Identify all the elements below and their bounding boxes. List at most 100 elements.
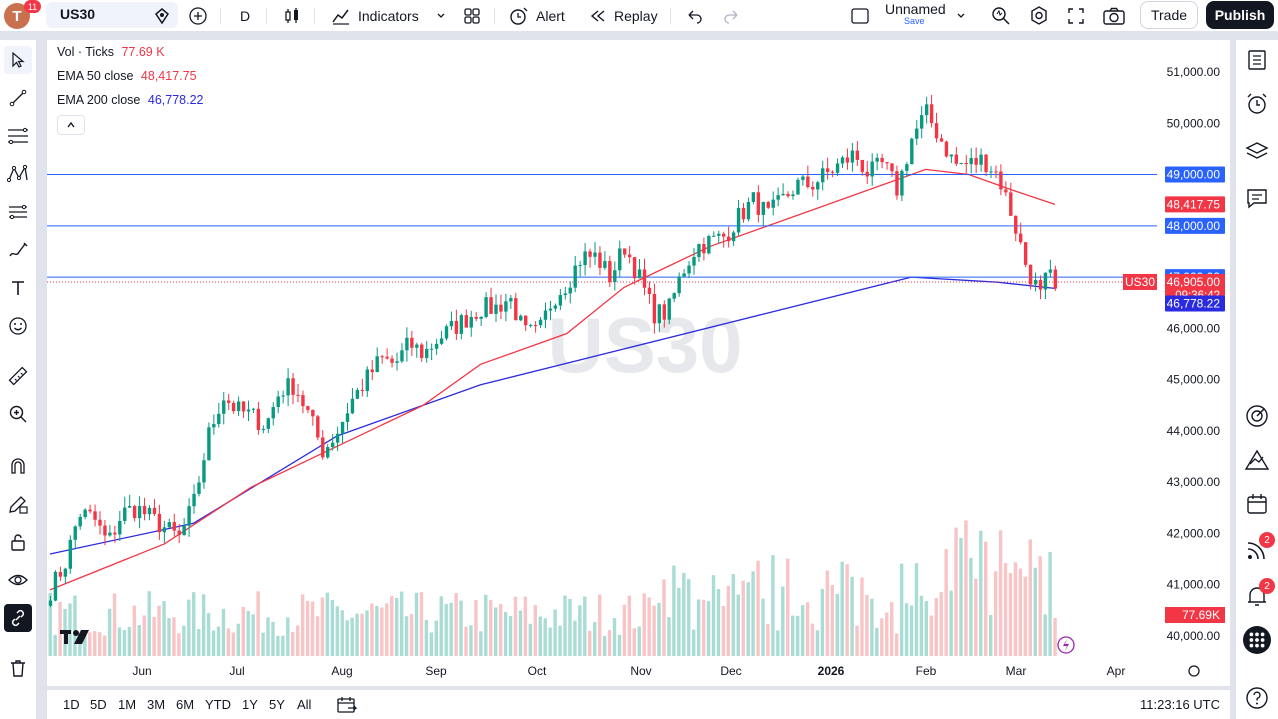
volume-bar	[201, 594, 206, 656]
volume-bar	[1038, 556, 1042, 656]
brush-icon[interactable]	[4, 236, 32, 264]
range-1d[interactable]: 1D	[63, 697, 80, 712]
range-all[interactable]: All	[297, 697, 312, 712]
volume-bar	[949, 590, 953, 656]
candle-body	[1023, 242, 1028, 265]
settings-icon[interactable]	[1028, 0, 1050, 32]
candle-body	[692, 257, 696, 266]
candle-body	[494, 304, 498, 314]
ema200-legend[interactable]: EMA 200 close 46,778.22	[57, 93, 203, 107]
trade-button[interactable]: Trade	[1140, 1, 1198, 29]
volume-bar	[236, 623, 240, 656]
range-5y[interactable]: 5Y	[269, 697, 285, 712]
magnet-icon[interactable]	[4, 452, 32, 480]
chevron-down-icon[interactable]	[436, 0, 446, 32]
candle-body	[578, 265, 582, 267]
calendar-icon[interactable]	[1243, 490, 1271, 518]
layout-checkbox-icon[interactable]	[850, 0, 870, 32]
candle-body	[756, 192, 761, 215]
redo-icon[interactable]	[722, 0, 742, 32]
ema50-legend[interactable]: EMA 50 close 48,417.75	[57, 69, 197, 83]
range-5d[interactable]: 5D	[90, 697, 107, 712]
target-icon[interactable]	[1243, 402, 1271, 430]
candle-body	[835, 163, 840, 173]
bell-icon[interactable]	[1243, 582, 1271, 610]
quick-search-icon[interactable]	[990, 0, 1012, 32]
chevron-down-icon[interactable]	[956, 0, 966, 32]
volume-bar	[281, 635, 285, 656]
pattern-icon[interactable]	[4, 160, 32, 188]
alert-button[interactable]: Alert	[508, 0, 565, 32]
layout-name[interactable]: Unnamed	[885, 1, 946, 17]
help-icon[interactable]	[1243, 684, 1271, 712]
symbol-tag-box	[1123, 273, 1157, 290]
add-symbol-icon[interactable]	[188, 0, 208, 32]
range-ytd[interactable]: YTD	[205, 697, 231, 712]
range-1y[interactable]: 1Y	[242, 697, 258, 712]
candle-body	[147, 507, 152, 515]
ideas-icon[interactable]	[1243, 446, 1271, 474]
candle-body	[811, 186, 815, 190]
lock-icon[interactable]	[4, 528, 32, 556]
date-range-icon[interactable]	[336, 695, 358, 718]
projection-icon[interactable]	[4, 198, 32, 226]
volume-bar	[98, 632, 102, 656]
volume-bar	[919, 595, 924, 656]
volume-bar	[246, 610, 250, 656]
volume-bar	[786, 558, 790, 656]
streams-icon[interactable]	[1243, 536, 1271, 564]
volume-bar	[360, 613, 364, 656]
volume-bar	[989, 615, 993, 656]
chart-panel[interactable]: US30 Jun Jul Aug Sep Oct Nov Dec 2026 Feb Mar Apr 51…	[47, 40, 1230, 686]
ruler-icon[interactable]	[4, 362, 32, 390]
camera-icon[interactable]	[1102, 0, 1126, 32]
eye-icon[interactable]	[4, 566, 32, 594]
volume-bar	[1033, 567, 1037, 656]
publish-button[interactable]: Publish	[1206, 1, 1274, 29]
collapse-legend-button[interactable]	[57, 115, 85, 135]
trash-icon[interactable]	[4, 654, 32, 682]
watchlist-icon[interactable]	[1243, 46, 1271, 74]
emoji-icon[interactable]	[4, 312, 32, 340]
apps-grid-icon[interactable]	[1243, 626, 1271, 654]
zoom-in-icon[interactable]	[4, 400, 32, 428]
cursor-icon[interactable]	[4, 46, 32, 74]
candle-body	[588, 251, 592, 257]
text-icon[interactable]	[4, 274, 32, 302]
chart-canvas[interactable]: US30 Jun Jul Aug Sep Oct Nov Dec 2026 Feb Mar Apr 51…	[47, 40, 1230, 686]
undo-icon[interactable]	[684, 0, 704, 32]
utc-clock[interactable]: 11:23:16 UTC	[1140, 697, 1220, 712]
layers-icon[interactable]	[1243, 137, 1271, 165]
alarm-clock-icon[interactable]	[1243, 90, 1271, 118]
candle-body	[548, 308, 553, 311]
volume-legend[interactable]: Vol · Ticks 77.69 K	[57, 45, 165, 59]
volume-bar	[607, 630, 612, 656]
indicators-button[interactable]: Indicators	[330, 0, 419, 32]
link-icon[interactable]	[4, 604, 32, 632]
pencil-lock-icon[interactable]	[4, 490, 32, 518]
chat-icon[interactable]	[1243, 184, 1271, 212]
volume-bar	[701, 599, 706, 656]
candles-icon[interactable]	[282, 0, 302, 32]
range-6m[interactable]: 6M	[176, 697, 195, 712]
range-1m[interactable]: 1M	[118, 697, 137, 712]
trend-line-icon[interactable]	[4, 84, 32, 112]
interval-button[interactable]: D	[240, 8, 251, 24]
notification-badge: 11	[24, 0, 41, 13]
symbol-info-icon[interactable]	[152, 0, 172, 32]
fib-retracement-icon[interactable]	[4, 122, 32, 150]
volume-bar	[682, 572, 686, 656]
range-3m[interactable]: 3M	[147, 697, 166, 712]
candle-body	[236, 401, 241, 412]
fullscreen-icon[interactable]	[1066, 0, 1086, 32]
volume-bar	[568, 599, 572, 656]
candle-body	[227, 400, 231, 403]
volume-bar	[132, 605, 137, 656]
replay-button[interactable]: Replay	[588, 0, 658, 32]
volume-bar	[583, 596, 587, 656]
candle-body	[88, 509, 92, 512]
templates-icon[interactable]	[462, 0, 482, 32]
volume-bar	[172, 617, 176, 656]
symbol-name[interactable]: US30	[60, 6, 96, 22]
tradingview-logo[interactable]	[59, 626, 93, 652]
